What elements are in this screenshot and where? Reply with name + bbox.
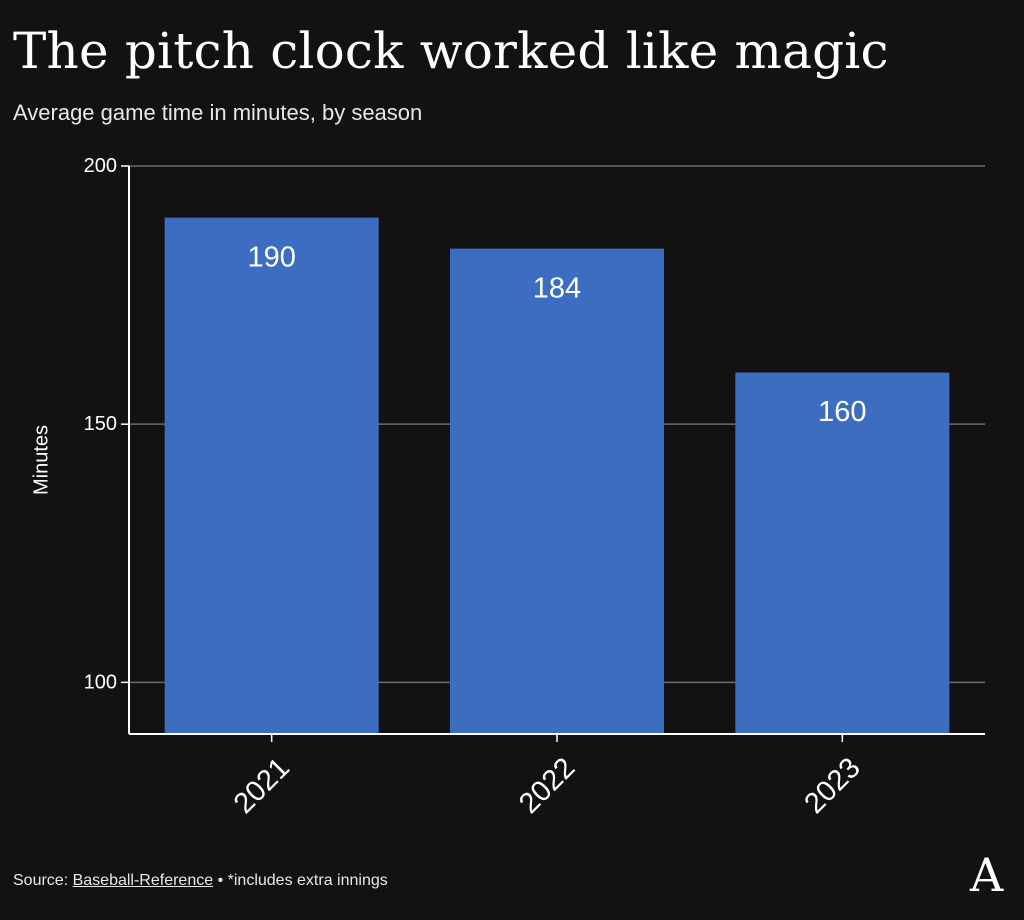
bar-2023[interactable] — [735, 372, 950, 734]
the-athletic-logo-icon: A — [970, 848, 1004, 902]
bar-2021[interactable] — [164, 217, 379, 734]
footer-note: *includes extra innings — [227, 872, 388, 889]
bar-data-label: 160 — [818, 396, 866, 428]
y-axis-label: Minutes — [30, 425, 52, 495]
chart-title: The pitch clock worked like magic — [13, 22, 889, 80]
source-prefix: Source: — [13, 872, 69, 889]
footer-separator: • — [217, 872, 224, 889]
x-tick-label: 2021 — [228, 752, 296, 820]
source-link[interactable]: Baseball-Reference — [72, 872, 214, 889]
chart-subtitle: Average game time in minutes, by season — [13, 100, 423, 125]
source-footer: Source: Baseball-Reference • *includes e… — [13, 872, 388, 890]
bar-data-label: 184 — [533, 272, 581, 304]
x-tick-label: 2023 — [798, 752, 866, 820]
bar-data-label: 190 — [247, 241, 295, 273]
y-tick-label: 100 — [84, 671, 117, 693]
y-tick-label: 200 — [84, 155, 117, 177]
x-tick-label: 2022 — [513, 752, 581, 820]
bar-2022[interactable] — [450, 248, 664, 735]
y-tick-label: 150 — [84, 413, 117, 435]
bar-chart: 100 150 200 190 2021 184 2022 160 2023 Minutes — [30, 155, 985, 820]
